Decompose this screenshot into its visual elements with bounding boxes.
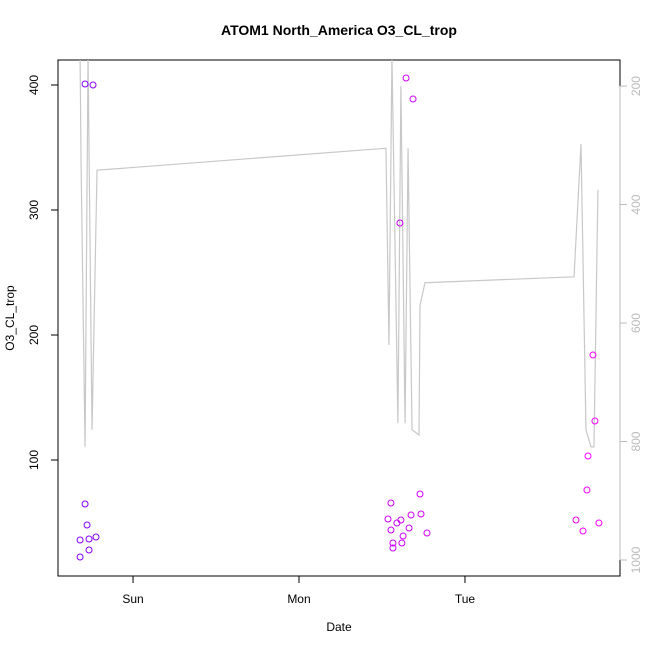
point — [589, 351, 597, 359]
x-tick-label: Mon — [287, 592, 310, 606]
point — [387, 499, 395, 507]
point — [85, 535, 93, 543]
x-axis-label: Date — [326, 620, 352, 634]
point — [579, 527, 587, 535]
point — [387, 526, 395, 534]
x-tick-label: Sun — [122, 592, 143, 606]
point — [572, 516, 580, 524]
point — [85, 546, 93, 554]
x-tick-label: Tue — [455, 592, 476, 606]
y-tick-label: 200 — [27, 325, 41, 345]
point — [407, 511, 415, 519]
point — [423, 529, 431, 537]
point — [76, 536, 84, 544]
point — [583, 486, 591, 494]
chart-title: ATOM1 North_America O3_CL_trop — [221, 22, 457, 38]
plot-area — [76, 60, 603, 561]
y-axis-label: O3_CL_trop — [3, 285, 17, 351]
point — [595, 519, 603, 527]
y2-tick-label: 1000 — [629, 546, 643, 573]
point — [584, 452, 592, 460]
y-tick-label: 400 — [27, 75, 41, 95]
point — [92, 533, 100, 541]
point — [417, 510, 425, 518]
point — [393, 519, 401, 527]
point — [81, 80, 89, 88]
y-tick-label: 100 — [27, 450, 41, 470]
point — [83, 521, 91, 529]
point — [398, 539, 406, 547]
point — [81, 500, 89, 508]
y2-tick-label: 200 — [629, 76, 643, 96]
point — [399, 532, 407, 540]
point — [416, 490, 424, 498]
point — [389, 544, 397, 552]
plot-box — [57, 59, 621, 577]
point — [396, 219, 404, 227]
point — [402, 74, 410, 82]
point — [76, 553, 84, 561]
point — [397, 516, 405, 524]
pressure-line — [79, 60, 599, 448]
point — [591, 417, 599, 425]
point — [89, 81, 97, 89]
y2-tick-label: 400 — [629, 194, 643, 214]
y2-tick-label: 600 — [629, 313, 643, 333]
point — [384, 515, 392, 523]
y-tick-label: 300 — [27, 200, 41, 220]
point — [389, 539, 397, 547]
y2-tick-label: 800 — [629, 431, 643, 451]
point — [405, 524, 413, 532]
point — [409, 95, 417, 103]
